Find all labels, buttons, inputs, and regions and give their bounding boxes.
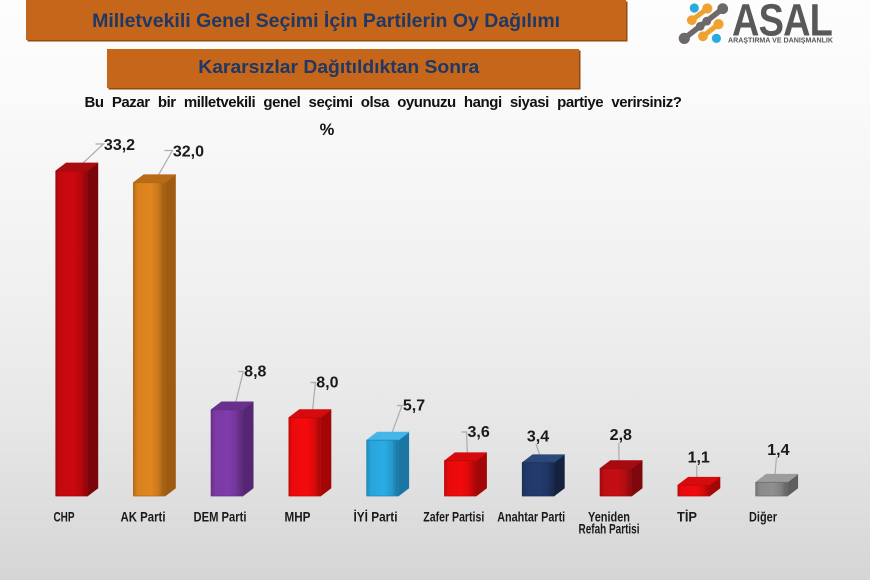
- svg-text:2,8: 2,8: [610, 427, 632, 444]
- svg-text:Zafer Partisi: Zafer Partisi: [423, 509, 484, 525]
- svg-text:TİP: TİP: [677, 509, 697, 525]
- svg-text:3,6: 3,6: [467, 424, 489, 441]
- svg-text:MHP: MHP: [285, 509, 311, 525]
- svg-text:AK Parti: AK Parti: [121, 509, 166, 525]
- svg-text:DEM Parti: DEM Parti: [194, 509, 247, 525]
- svg-text:ASAL: ASAL: [732, 1, 832, 46]
- svg-text:ARAŞTIRMA VE DANIŞMANLIK: ARAŞTIRMA VE DANIŞMANLIK: [728, 36, 834, 45]
- svg-text:32,0: 32,0: [173, 144, 204, 161]
- svg-text:İYİ Parti: İYİ Parti: [354, 509, 398, 525]
- svg-text:5,7: 5,7: [403, 398, 425, 415]
- svg-text:Refah Partisi: Refah Partisi: [579, 521, 640, 537]
- svg-text:Yeniden: Yeniden: [588, 509, 630, 525]
- svg-text:Anahtar Parti: Anahtar Parti: [497, 509, 565, 525]
- svg-text:1,4: 1,4: [767, 442, 789, 459]
- svg-text:CHP: CHP: [54, 509, 75, 525]
- svg-text:33,2: 33,2: [104, 137, 135, 154]
- svg-text:1,1: 1,1: [688, 450, 710, 467]
- svg-text:3,4: 3,4: [527, 429, 549, 446]
- svg-text:8,8: 8,8: [244, 364, 266, 381]
- svg-text:Diğer: Diğer: [749, 509, 777, 525]
- svg-text:8,0: 8,0: [316, 375, 338, 392]
